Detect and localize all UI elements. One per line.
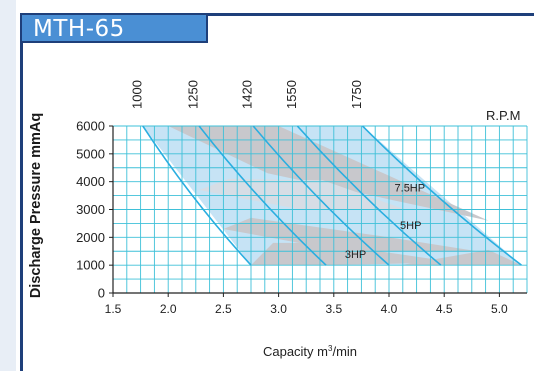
- y-axis-title: Discharge Pressure mmAq: [28, 113, 44, 298]
- y-tick-label: 5000: [76, 146, 105, 161]
- y-tick-label: 6000: [76, 119, 105, 134]
- rpm-curve-1250: [198, 125, 327, 266]
- x-tick-label: 1.5: [105, 302, 122, 316]
- x-axis-title-sup: 3: [328, 344, 333, 353]
- rpm-label-1000: 1000: [129, 80, 144, 109]
- x-tick-label: 3.0: [270, 302, 287, 316]
- frame-top-border: [20, 13, 534, 16]
- x-axis-title: Capacity m3/min: [263, 344, 357, 359]
- frame-left-border: [20, 13, 23, 371]
- x-tick-label: 4.0: [381, 302, 398, 316]
- x-axis-title-main: Capacity m: [263, 344, 328, 359]
- y-tick-label: 1000: [76, 258, 105, 273]
- y-tick-label: 0: [98, 286, 105, 301]
- x-tick-label: 5.0: [491, 302, 508, 316]
- rpm-curve-1550: [296, 125, 442, 266]
- rpm-label-1750: 1750: [349, 80, 364, 109]
- x-tick-label: 2.5: [215, 302, 232, 316]
- band-7-5hp: [168, 126, 489, 221]
- x-tick-label: 2.0: [160, 302, 177, 316]
- rpm-unit-label: R.P.M: [486, 108, 520, 123]
- chart-grid: [112, 125, 528, 294]
- x-tick-label: 4.5: [436, 302, 453, 316]
- hp-label-7-5hp: 7.5HP: [395, 182, 426, 194]
- rpm-label-1250: 1250: [186, 80, 201, 109]
- hp-label-3hp: 3HP: [345, 249, 366, 261]
- y-tick-label: 2000: [76, 230, 105, 245]
- y-tick-label: 4000: [76, 174, 105, 189]
- rpm-label-1420: 1420: [240, 80, 255, 109]
- left-accent-stripe: [0, 0, 16, 371]
- model-title: MTH-65: [33, 16, 125, 42]
- rpm-curve-1750: [361, 125, 522, 266]
- rpm-curve-1000: [142, 125, 252, 266]
- x-tick-label: 3.5: [325, 302, 342, 316]
- x-axis-title-tail: /min: [332, 344, 357, 359]
- rpm-label-1550: 1550: [284, 80, 299, 109]
- band-3hp: [251, 242, 456, 266]
- chart-labels: 1000 1250 1420 1550 1750 1.5 2.0 2.5 3.0 3.5 4.0 4.…: [28, 80, 520, 359]
- rpm-curves: [142, 125, 522, 266]
- rpm-curve-1420: [252, 125, 390, 266]
- hp-label-5hp: 5HP: [400, 220, 421, 232]
- title-tab: [20, 13, 208, 43]
- chart-axes: [109, 125, 527, 297]
- y-tick-label: 3000: [76, 202, 105, 217]
